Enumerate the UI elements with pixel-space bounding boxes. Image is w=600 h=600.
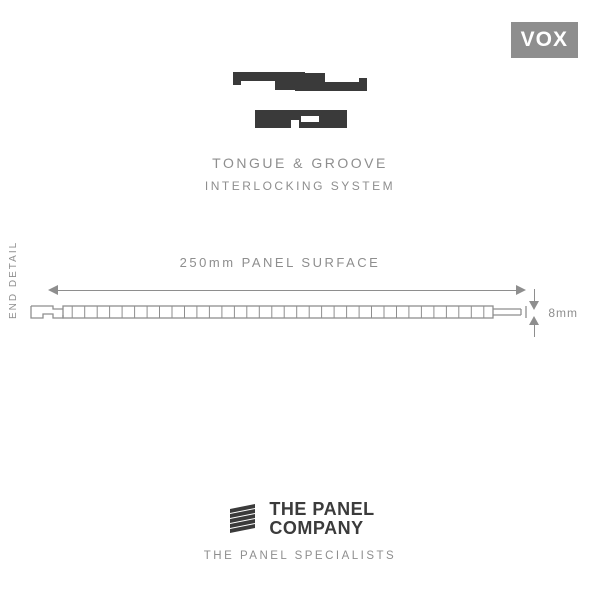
company-name-line1: THE PANEL bbox=[269, 500, 374, 519]
tongue-groove-subtitle: INTERLOCKING SYSTEM bbox=[0, 179, 600, 193]
tongue-groove-title: TONGUE & GROOVE bbox=[0, 155, 600, 171]
cross-section-diagram: END DETAIL 250mm PANEL SURFACE bbox=[28, 255, 572, 375]
end-detail-label: END DETAIL bbox=[8, 241, 19, 319]
company-name-line2: COMPANY bbox=[269, 519, 374, 538]
thickness-dimension-arrow bbox=[528, 289, 542, 337]
product-spec-diagram: VOX TONGUE & GROOVE INTERLOC bbox=[0, 0, 600, 600]
tongue-groove-caption: TONGUE & GROOVE INTERLOCKING SYSTEM bbox=[0, 155, 600, 193]
panel-width-label: 250mm PANEL SURFACE bbox=[28, 255, 532, 270]
company-footer: THE PANEL COMPANY THE PANEL SPECIALISTS bbox=[0, 500, 600, 562]
width-dimension-arrow bbox=[52, 283, 522, 297]
company-logo-icon bbox=[225, 501, 261, 537]
company-tagline: THE PANEL SPECIALISTS bbox=[0, 550, 600, 562]
company-name: THE PANEL COMPANY bbox=[269, 500, 374, 538]
panel-thickness-label: 8mm bbox=[548, 306, 578, 320]
brand-badge: VOX bbox=[511, 22, 578, 58]
panel-cross-section-icon bbox=[28, 303, 538, 323]
tongue-groove-icon bbox=[205, 60, 395, 145]
